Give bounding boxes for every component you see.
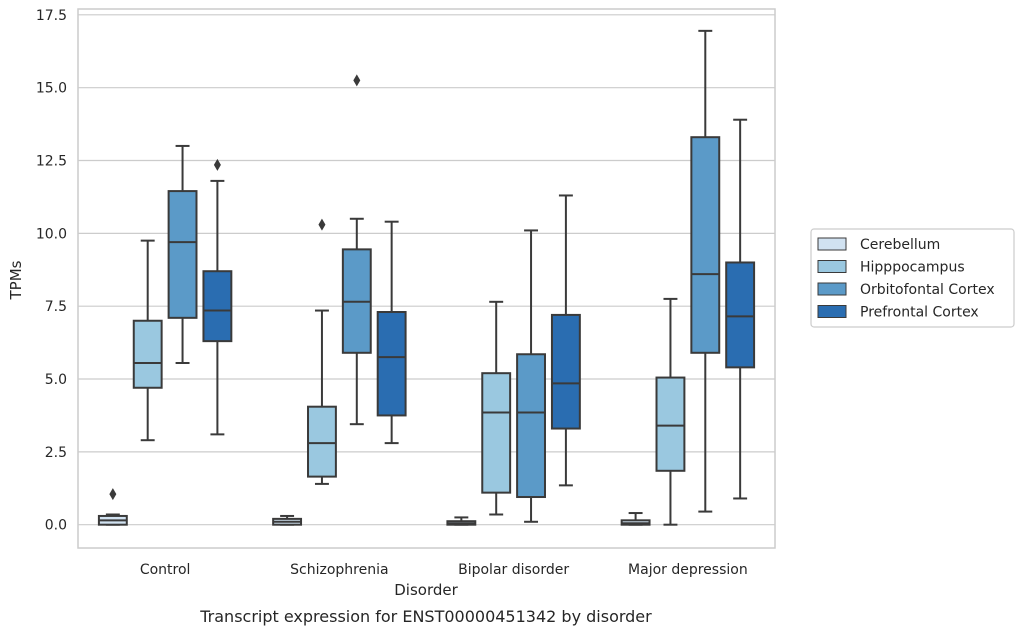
- x-axis-ticks: Control Schizophrenia Bipolar disorder Majo…: [140, 562, 748, 578]
- x-tick-label: Control: [140, 562, 191, 578]
- box-prefrontal-cortex-1: [376, 220, 407, 445]
- box-hipppocampus-3: [655, 297, 686, 526]
- legend-frame: [810, 228, 1015, 328]
- legend-item: Hipppocampus: [817, 260, 965, 276]
- outlier-point: [353, 74, 361, 87]
- outlier-point: [213, 158, 221, 171]
- box-body: [690, 136, 721, 354]
- box-body: [376, 311, 407, 417]
- box-body: [655, 376, 686, 472]
- x-tick-label: Major depression: [628, 562, 748, 578]
- box-hipppocampus-0: [132, 239, 163, 442]
- box-prefrontal-cortex-0: [202, 158, 233, 436]
- box-hipppocampus-2: [481, 300, 512, 516]
- y-tick-label: 2.5: [45, 445, 67, 461]
- box-body: [307, 405, 337, 478]
- legend-label: Cerebellum: [860, 237, 940, 253]
- box-orbitofontal-cortex-3: [690, 29, 721, 513]
- y-tick-label: 7.5: [45, 299, 67, 315]
- box-body: [202, 270, 233, 343]
- y-axis-ticks: 0.0 2.5 5.0 7.5 10.0 12.5 15.0 17.5: [36, 8, 67, 534]
- legend-item: Cerebellum: [817, 237, 940, 253]
- box-cerebellum-2: [446, 516, 477, 526]
- legend-label: Orbitofontal Cortex: [860, 282, 995, 298]
- box-cerebellum-0: [97, 488, 128, 526]
- x-axis-label: Disorder: [394, 581, 458, 599]
- box-orbitofontal-cortex-2: [516, 229, 546, 523]
- legend: Cerebellum Hipppocampus Orbitofontal Corte…: [810, 228, 1015, 328]
- box-prefrontal-cortex-3: [725, 118, 756, 500]
- box-body: [516, 353, 546, 499]
- x-tick-label: Bipolar disorder: [458, 562, 569, 578]
- y-tick-label: 15.0: [36, 81, 67, 97]
- legend-label: Prefrontal Cortex: [860, 305, 979, 321]
- box-body: [550, 313, 581, 430]
- y-tick-label: 0.0: [45, 518, 67, 534]
- boxes: [97, 29, 756, 526]
- plot-frame: [77, 8, 776, 549]
- y-tick-label: 10.0: [36, 226, 67, 242]
- chart-caption: Transcript expression for ENST0000045134…: [199, 607, 652, 626]
- box-body: [132, 319, 163, 389]
- legend-swatch: [817, 237, 847, 251]
- legend-item: Prefrontal Cortex: [817, 305, 979, 321]
- box-body: [167, 190, 198, 319]
- legend-item: Orbitofontal Cortex: [817, 282, 995, 298]
- box-body: [481, 372, 512, 494]
- legend-swatch: [817, 305, 847, 318]
- box-hipppocampus-1: [307, 218, 337, 485]
- y-tick-label: 17.5: [36, 8, 67, 24]
- outlier-point: [109, 488, 117, 501]
- y-axis-label: TPMs: [7, 260, 25, 300]
- box-prefrontal-cortex-2: [550, 194, 581, 487]
- y-tick-label: 5.0: [45, 372, 67, 388]
- legend-swatch: [817, 260, 847, 273]
- box-orbitofontal-cortex-1: [341, 74, 372, 426]
- box-cerebellum-1: [272, 514, 303, 526]
- box-orbitofontal-cortex-0: [167, 144, 198, 364]
- legend-label: Hipppocampus: [860, 260, 965, 276]
- y-tick-label: 12.5: [36, 154, 67, 170]
- legend-swatch: [817, 282, 847, 296]
- x-tick-label: Schizophrenia: [290, 562, 388, 578]
- outlier-point: [318, 218, 326, 231]
- box-cerebellum-3: [620, 512, 651, 526]
- box-body: [725, 261, 756, 369]
